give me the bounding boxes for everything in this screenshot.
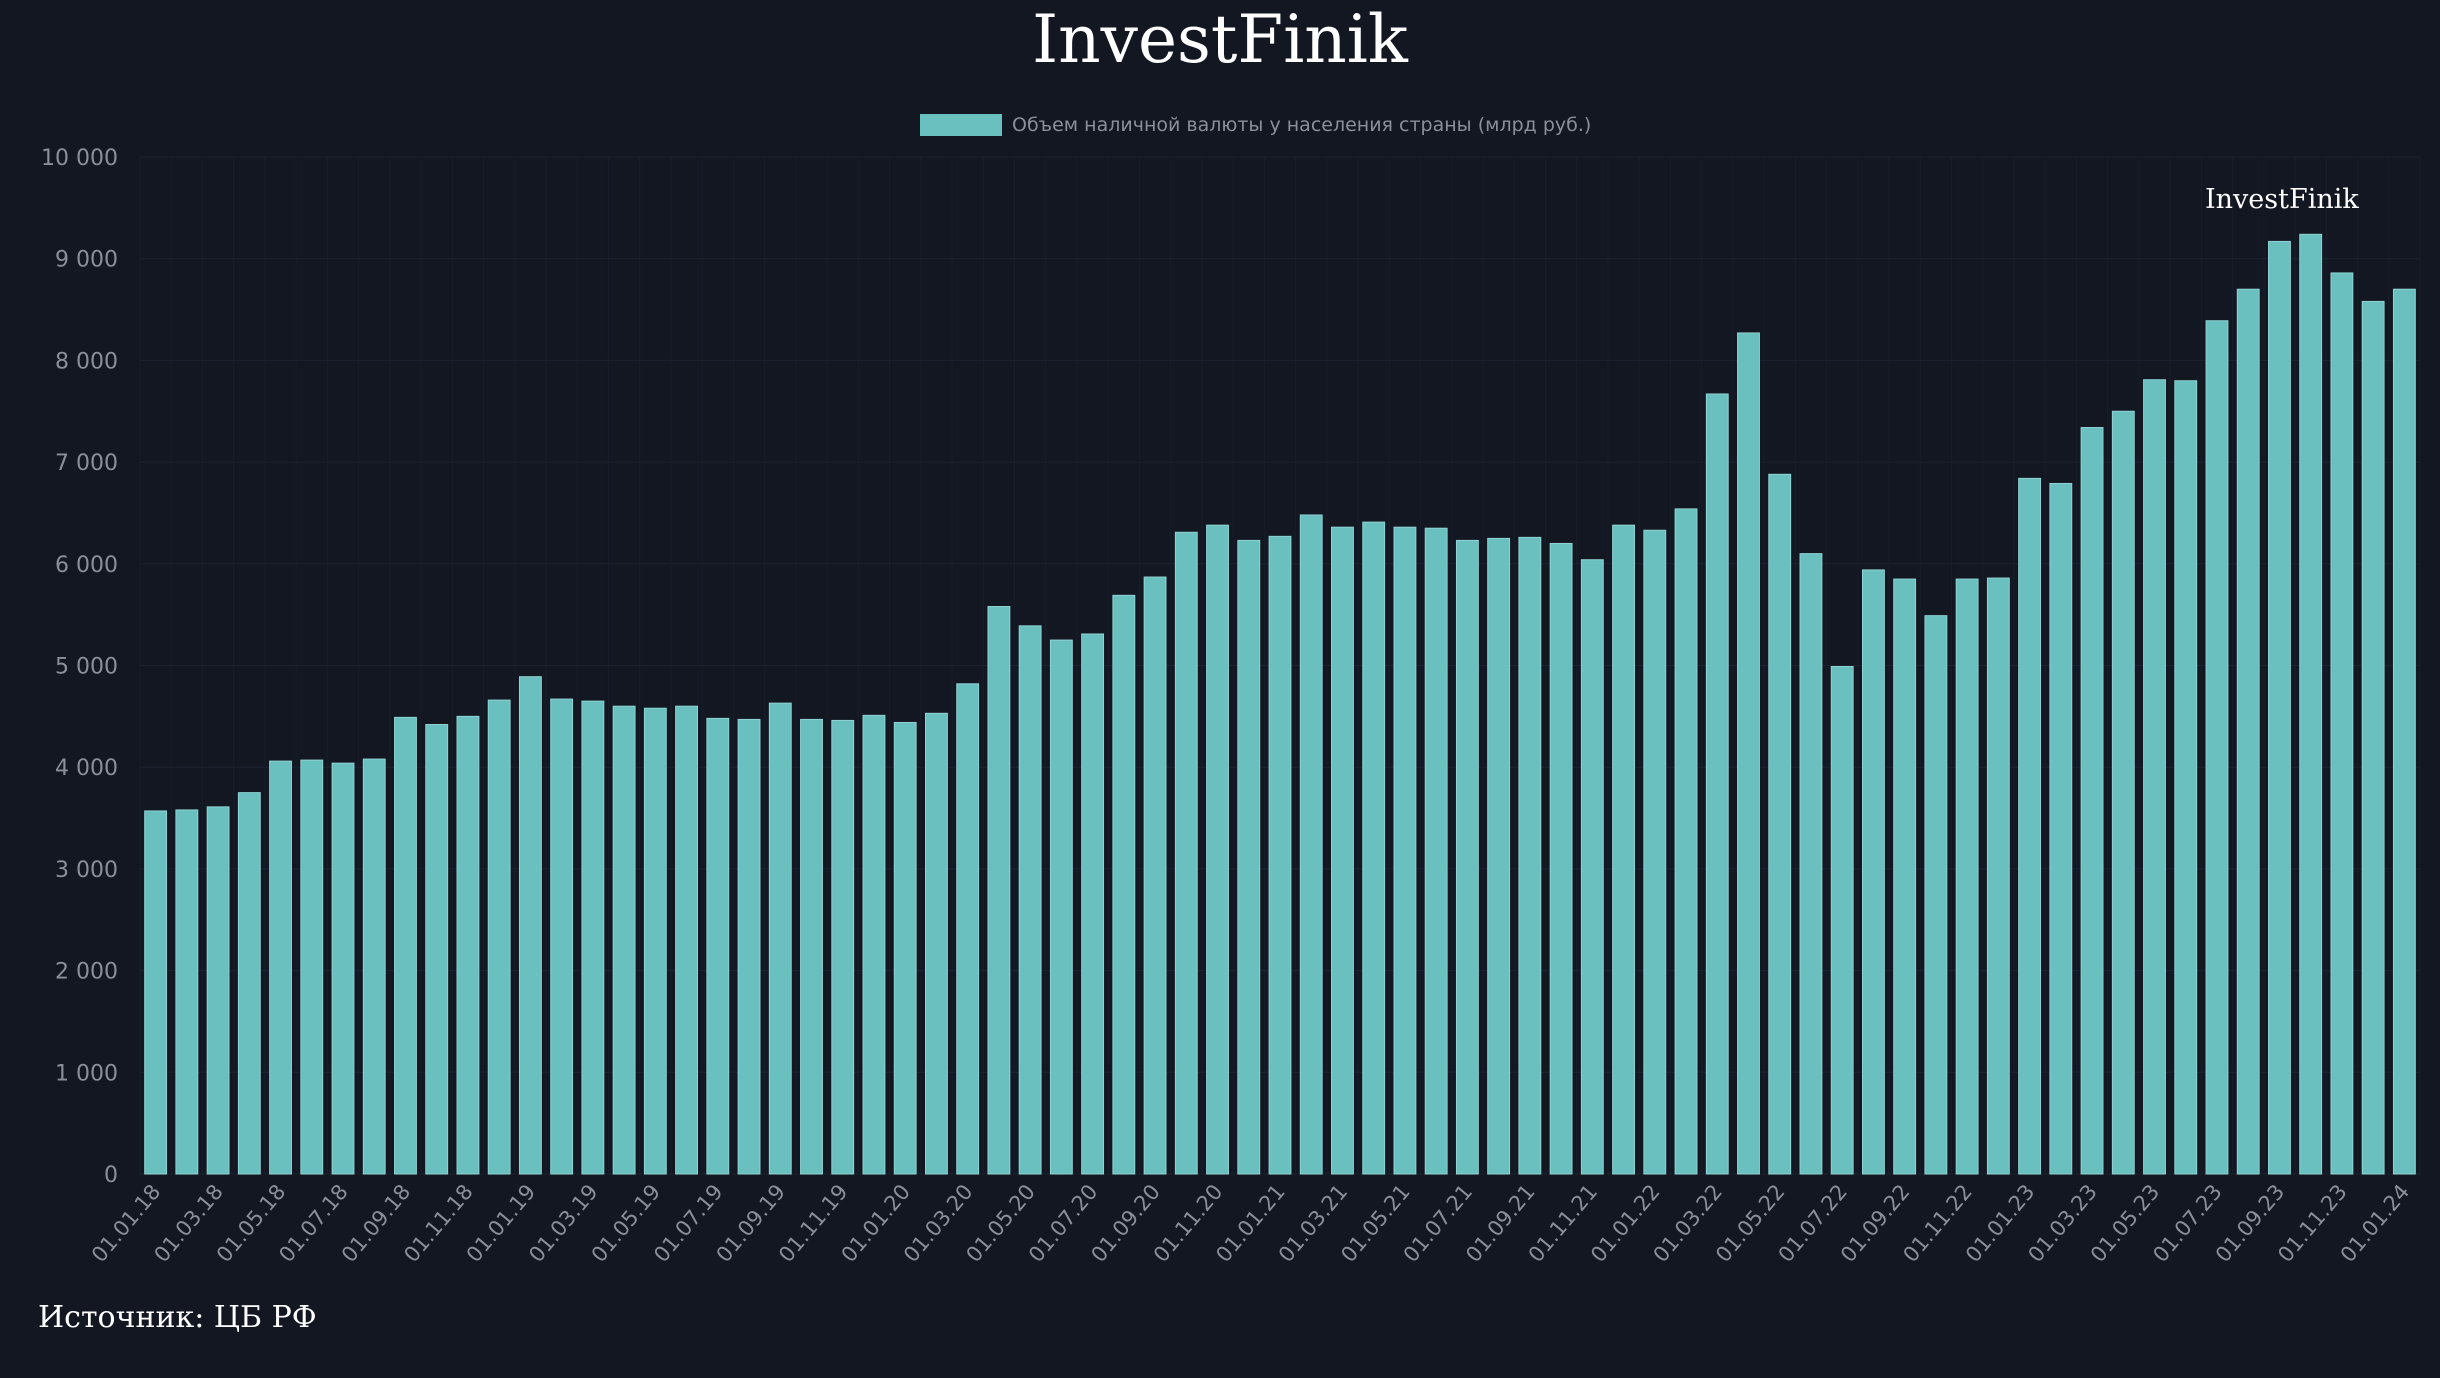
y-tick-label: 3 000	[55, 858, 118, 883]
y-tick-label: 7 000	[55, 451, 118, 476]
bar-01.01.18[interactable]	[144, 810, 168, 1175]
bar-01.08.22[interactable]	[1861, 569, 1885, 1175]
bar-01.09.23[interactable]	[2268, 240, 2291, 1175]
bar-01.06.21[interactable]	[1424, 527, 1448, 1175]
y-tick-label: 4 000	[55, 756, 118, 781]
bar-01.07.21[interactable]	[1455, 539, 1479, 1175]
bar-01.03.23[interactable]	[2080, 427, 2104, 1175]
bar-01.01.19[interactable]	[518, 676, 542, 1175]
bar-01.02.22[interactable]	[1674, 508, 1698, 1175]
bar-01.06.20[interactable]	[1049, 639, 1073, 1175]
bar-01.11.22[interactable]	[1955, 578, 1979, 1175]
bar-01.01.24[interactable]	[2392, 288, 2416, 1175]
bar-01.07.22[interactable]	[1830, 666, 1854, 1175]
bar-01.11.18[interactable]	[456, 715, 480, 1175]
bar-01.10.20[interactable]	[1174, 531, 1198, 1175]
bar-01.09.18[interactable]	[394, 716, 417, 1175]
bar-01.07.19[interactable]	[706, 717, 730, 1175]
bar-01.06.19[interactable]	[675, 705, 699, 1175]
bar-01.02.20[interactable]	[925, 712, 948, 1175]
bar-01.08.19[interactable]	[737, 718, 761, 1175]
bar-01.02.21[interactable]	[1299, 514, 1323, 1175]
bar-01.12.22[interactable]	[1986, 577, 2010, 1175]
bar-01.04.21[interactable]	[1362, 521, 1386, 1175]
bar-01.09.21[interactable]	[1518, 536, 1542, 1175]
bar-01.09.19[interactable]	[768, 702, 792, 1175]
y-tick-label: 2 000	[55, 960, 118, 985]
bar-01.02.23[interactable]	[2049, 482, 2073, 1175]
chart-title: InvestFinik	[1032, 1, 1408, 78]
bar-01.12.19[interactable]	[862, 714, 886, 1175]
bar-01.09.20[interactable]	[1143, 576, 1167, 1175]
legend-label: Объем наличной валюты у населения страны…	[1012, 114, 1592, 136]
bar-01.03.22[interactable]	[1705, 393, 1729, 1175]
bar-01.05.20[interactable]	[1018, 625, 1042, 1175]
bar-01.08.20[interactable]	[1112, 594, 1136, 1175]
bars	[144, 233, 2416, 1175]
bar-01.01.22[interactable]	[1643, 529, 1667, 1175]
bar-01.05.22[interactable]	[1768, 473, 1792, 1175]
bar-01.10.23[interactable]	[2299, 233, 2323, 1175]
y-axis: 0 1 000 2 000 3 000 4 000 5 000 6 000 7 000 8 00…	[41, 146, 118, 1188]
bar-01.06.23[interactable]	[2174, 380, 2198, 1175]
bar-01.09.22[interactable]	[1893, 578, 1917, 1175]
y-tick-label: 1 000	[55, 1061, 118, 1086]
y-tick-label: 8 000	[55, 349, 118, 374]
bar-01.04.18[interactable]	[237, 792, 261, 1175]
bar-01.06.18[interactable]	[300, 759, 324, 1175]
bar-01.12.20[interactable]	[1237, 539, 1261, 1175]
source-note: Источник: ЦБ РФ	[38, 1300, 317, 1335]
bar-01.02.18[interactable]	[175, 809, 199, 1175]
bar-01.10.21[interactable]	[1549, 542, 1573, 1175]
bar-01.04.22[interactable]	[1737, 332, 1760, 1175]
bar-01.10.18[interactable]	[425, 723, 449, 1175]
bar-01.07.20[interactable]	[1081, 633, 1105, 1175]
bar-01.12.18[interactable]	[487, 699, 511, 1175]
y-tick-label: 10 000	[41, 146, 118, 171]
bar-01.01.20[interactable]	[893, 721, 917, 1175]
bar-01.03.18[interactable]	[206, 806, 230, 1175]
bar-01.10.22[interactable]	[1924, 615, 1948, 1175]
bar-01.05.23[interactable]	[2143, 379, 2166, 1175]
bar-01.11.20[interactable]	[1206, 524, 1229, 1175]
bar-01.06.22[interactable]	[1799, 553, 1823, 1175]
legend[interactable]: Объем наличной валюты у населения страны…	[920, 112, 1591, 138]
bar-01.03.19[interactable]	[581, 700, 605, 1175]
y-tick-label: 9 000	[55, 248, 118, 273]
bar-01.12.21[interactable]	[1612, 524, 1635, 1175]
bar-01.08.23[interactable]	[2236, 288, 2260, 1175]
bar-01.04.23[interactable]	[2111, 410, 2135, 1175]
watermark: InvestFinik	[2205, 184, 2359, 215]
bar-01.04.20[interactable]	[987, 606, 1011, 1175]
bar-01.07.23[interactable]	[2205, 320, 2229, 1175]
bar-01.07.18[interactable]	[331, 762, 355, 1175]
bar-01.03.20[interactable]	[956, 683, 980, 1175]
bar-01.12.23[interactable]	[2361, 300, 2385, 1175]
y-tick-label: 6 000	[55, 553, 118, 578]
bar-01.05.21[interactable]	[1393, 526, 1417, 1175]
bar-01.01.23[interactable]	[2018, 477, 2042, 1175]
legend-swatch	[920, 114, 1002, 136]
bar-01.04.19[interactable]	[612, 705, 636, 1175]
bar-01.02.19[interactable]	[550, 698, 574, 1175]
bar-01.05.19[interactable]	[643, 707, 667, 1175]
bar-01.01.21[interactable]	[1268, 535, 1292, 1175]
bar-01.08.18[interactable]	[362, 758, 386, 1175]
bar-01.11.19[interactable]	[831, 719, 855, 1175]
bar-01.05.18[interactable]	[269, 760, 292, 1175]
bar-01.11.23[interactable]	[2330, 272, 2354, 1175]
x-axis: 01.01.1801.03.1801.05.1801.07.1801.09.18…	[87, 1180, 2414, 1267]
bar-01.11.21[interactable]	[1580, 559, 1604, 1175]
bar-01.08.21[interactable]	[1487, 537, 1511, 1175]
y-tick-label: 0	[104, 1163, 118, 1188]
y-tick-label: 5 000	[55, 655, 118, 680]
bar-01.10.19[interactable]	[800, 718, 823, 1175]
bar-01.03.21[interactable]	[1331, 526, 1354, 1175]
